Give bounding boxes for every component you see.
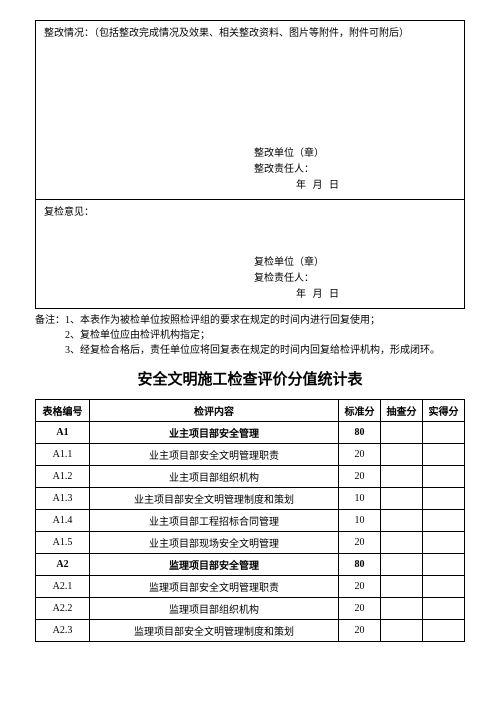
cell-chk bbox=[381, 620, 423, 642]
cell-std: 20 bbox=[339, 576, 381, 598]
cell-chk bbox=[381, 422, 423, 444]
cell-act bbox=[423, 422, 465, 444]
table-row: A1.5业主项目部现场安全文明管理20 bbox=[36, 532, 465, 554]
cell-std: 80 bbox=[339, 554, 381, 576]
rectification-form: 整改情况：（包括整改完成情况及效果、相关整改资料、图片等附件，附件可附后） 整改… bbox=[35, 20, 465, 309]
cell-std: 20 bbox=[339, 598, 381, 620]
notes-block: 备注： 1、本表作为被检单位按照检评组的要求在规定的时间内进行回复使用； 2、复… bbox=[35, 313, 465, 358]
cell-chk bbox=[381, 598, 423, 620]
cell-id: A2.3 bbox=[36, 620, 90, 642]
table-row: A1.3业主项目部安全文明管理制度和策划10 bbox=[36, 488, 465, 510]
note-3: 3、经复检合格后，责任单位应将回复表在规定的时间内回复给检评机构，形成闭环。 bbox=[65, 343, 465, 358]
cell-id: A1.2 bbox=[36, 466, 90, 488]
cell-chk bbox=[381, 466, 423, 488]
recheck-date: 年 月 日 bbox=[296, 287, 456, 303]
cell-name: 监理项目部安全文明管理制度和策划 bbox=[90, 620, 339, 642]
table-row: A2.2监理项目部组织机构20 bbox=[36, 598, 465, 620]
cell-name: 监理项目部组织机构 bbox=[90, 598, 339, 620]
hdr-chk: 抽查分 bbox=[381, 400, 423, 422]
rect-unit-seal: 整改单位（章） bbox=[254, 146, 456, 162]
cell-name: 监理项目部安全管理 bbox=[90, 554, 339, 576]
cell-chk bbox=[381, 488, 423, 510]
cell-act bbox=[423, 620, 465, 642]
cell-id: A2.2 bbox=[36, 598, 90, 620]
table-row: A1.1业主项目部安全文明管理职责20 bbox=[36, 444, 465, 466]
cell-std: 10 bbox=[339, 510, 381, 532]
cell-std: 10 bbox=[339, 488, 381, 510]
cell-act bbox=[423, 488, 465, 510]
cell-std: 20 bbox=[339, 444, 381, 466]
score-table-title: 安全文明施工检查评价分值统计表 bbox=[35, 368, 465, 389]
cell-chk bbox=[381, 444, 423, 466]
recheck-signature-block: 复检单位（章） 复检责任人： 年 月 日 bbox=[254, 255, 456, 303]
cell-std: 20 bbox=[339, 620, 381, 642]
cell-act bbox=[423, 510, 465, 532]
recheck-header: 复检意见： bbox=[44, 205, 456, 220]
cell-chk bbox=[381, 554, 423, 576]
score-table: 表格编号 检评内容 标准分 抽查分 实得分 A1业主项目部安全管理80A1.1业… bbox=[35, 399, 465, 642]
note-1: 1、本表作为被检单位按照检评组的要求在规定的时间内进行回复使用； bbox=[65, 313, 465, 328]
table-row: A2.3监理项目部安全文明管理制度和策划20 bbox=[36, 620, 465, 642]
hdr-std: 标准分 bbox=[339, 400, 381, 422]
rect-header: 整改情况：（包括整改完成情况及效果、相关整改资料、图片等附件，附件可附后） bbox=[44, 26, 456, 41]
cell-name: 业主项目部现场安全文明管理 bbox=[90, 532, 339, 554]
recheck-unit-seal: 复检单位（章） bbox=[254, 255, 456, 271]
cell-id: A2 bbox=[36, 554, 90, 576]
cell-name: 监理项目部安全文明管理职责 bbox=[90, 576, 339, 598]
cell-id: A1.5 bbox=[36, 532, 90, 554]
cell-act bbox=[423, 554, 465, 576]
recheck-section: 复检意见： 复检单位（章） 复检责任人： 年 月 日 bbox=[36, 200, 464, 308]
rect-person: 整改责任人： bbox=[254, 162, 456, 178]
cell-id: A2.1 bbox=[36, 576, 90, 598]
cell-chk bbox=[381, 532, 423, 554]
cell-name: 业主项目部组织机构 bbox=[90, 466, 339, 488]
table-row: A1业主项目部安全管理80 bbox=[36, 422, 465, 444]
cell-std: 80 bbox=[339, 422, 381, 444]
hdr-act: 实得分 bbox=[423, 400, 465, 422]
table-row: A2.1监理项目部安全文明管理职责20 bbox=[36, 576, 465, 598]
score-header-row: 表格编号 检评内容 标准分 抽查分 实得分 bbox=[36, 400, 465, 422]
table-row: A1.2业主项目部组织机构20 bbox=[36, 466, 465, 488]
hdr-name: 检评内容 bbox=[90, 400, 339, 422]
table-row: A1.4业主项目部工程招标合同管理10 bbox=[36, 510, 465, 532]
note-2: 2、复检单位应由检评机构指定； bbox=[65, 328, 465, 343]
cell-name: 业主项目部安全文明管理制度和策划 bbox=[90, 488, 339, 510]
cell-id: A1 bbox=[36, 422, 90, 444]
cell-act bbox=[423, 598, 465, 620]
cell-id: A1.1 bbox=[36, 444, 90, 466]
cell-act bbox=[423, 444, 465, 466]
cell-name: 业主项目部安全文明管理职责 bbox=[90, 444, 339, 466]
notes-label: 备注： bbox=[35, 313, 65, 358]
cell-act bbox=[423, 466, 465, 488]
cell-id: A1.4 bbox=[36, 510, 90, 532]
rect-date: 年 月 日 bbox=[296, 178, 456, 194]
cell-chk bbox=[381, 576, 423, 598]
cell-std: 20 bbox=[339, 532, 381, 554]
cell-id: A1.3 bbox=[36, 488, 90, 510]
cell-std: 20 bbox=[339, 466, 381, 488]
rect-signature-block: 整改单位（章） 整改责任人： 年 月 日 bbox=[254, 146, 456, 194]
hdr-id: 表格编号 bbox=[36, 400, 90, 422]
rectification-section: 整改情况：（包括整改完成情况及效果、相关整改资料、图片等附件，附件可附后） 整改… bbox=[36, 21, 464, 200]
cell-chk bbox=[381, 510, 423, 532]
cell-name: 业主项目部安全管理 bbox=[90, 422, 339, 444]
recheck-person: 复检责任人： bbox=[254, 271, 456, 287]
cell-act bbox=[423, 532, 465, 554]
cell-name: 业主项目部工程招标合同管理 bbox=[90, 510, 339, 532]
cell-act bbox=[423, 576, 465, 598]
table-row: A2监理项目部安全管理80 bbox=[36, 554, 465, 576]
